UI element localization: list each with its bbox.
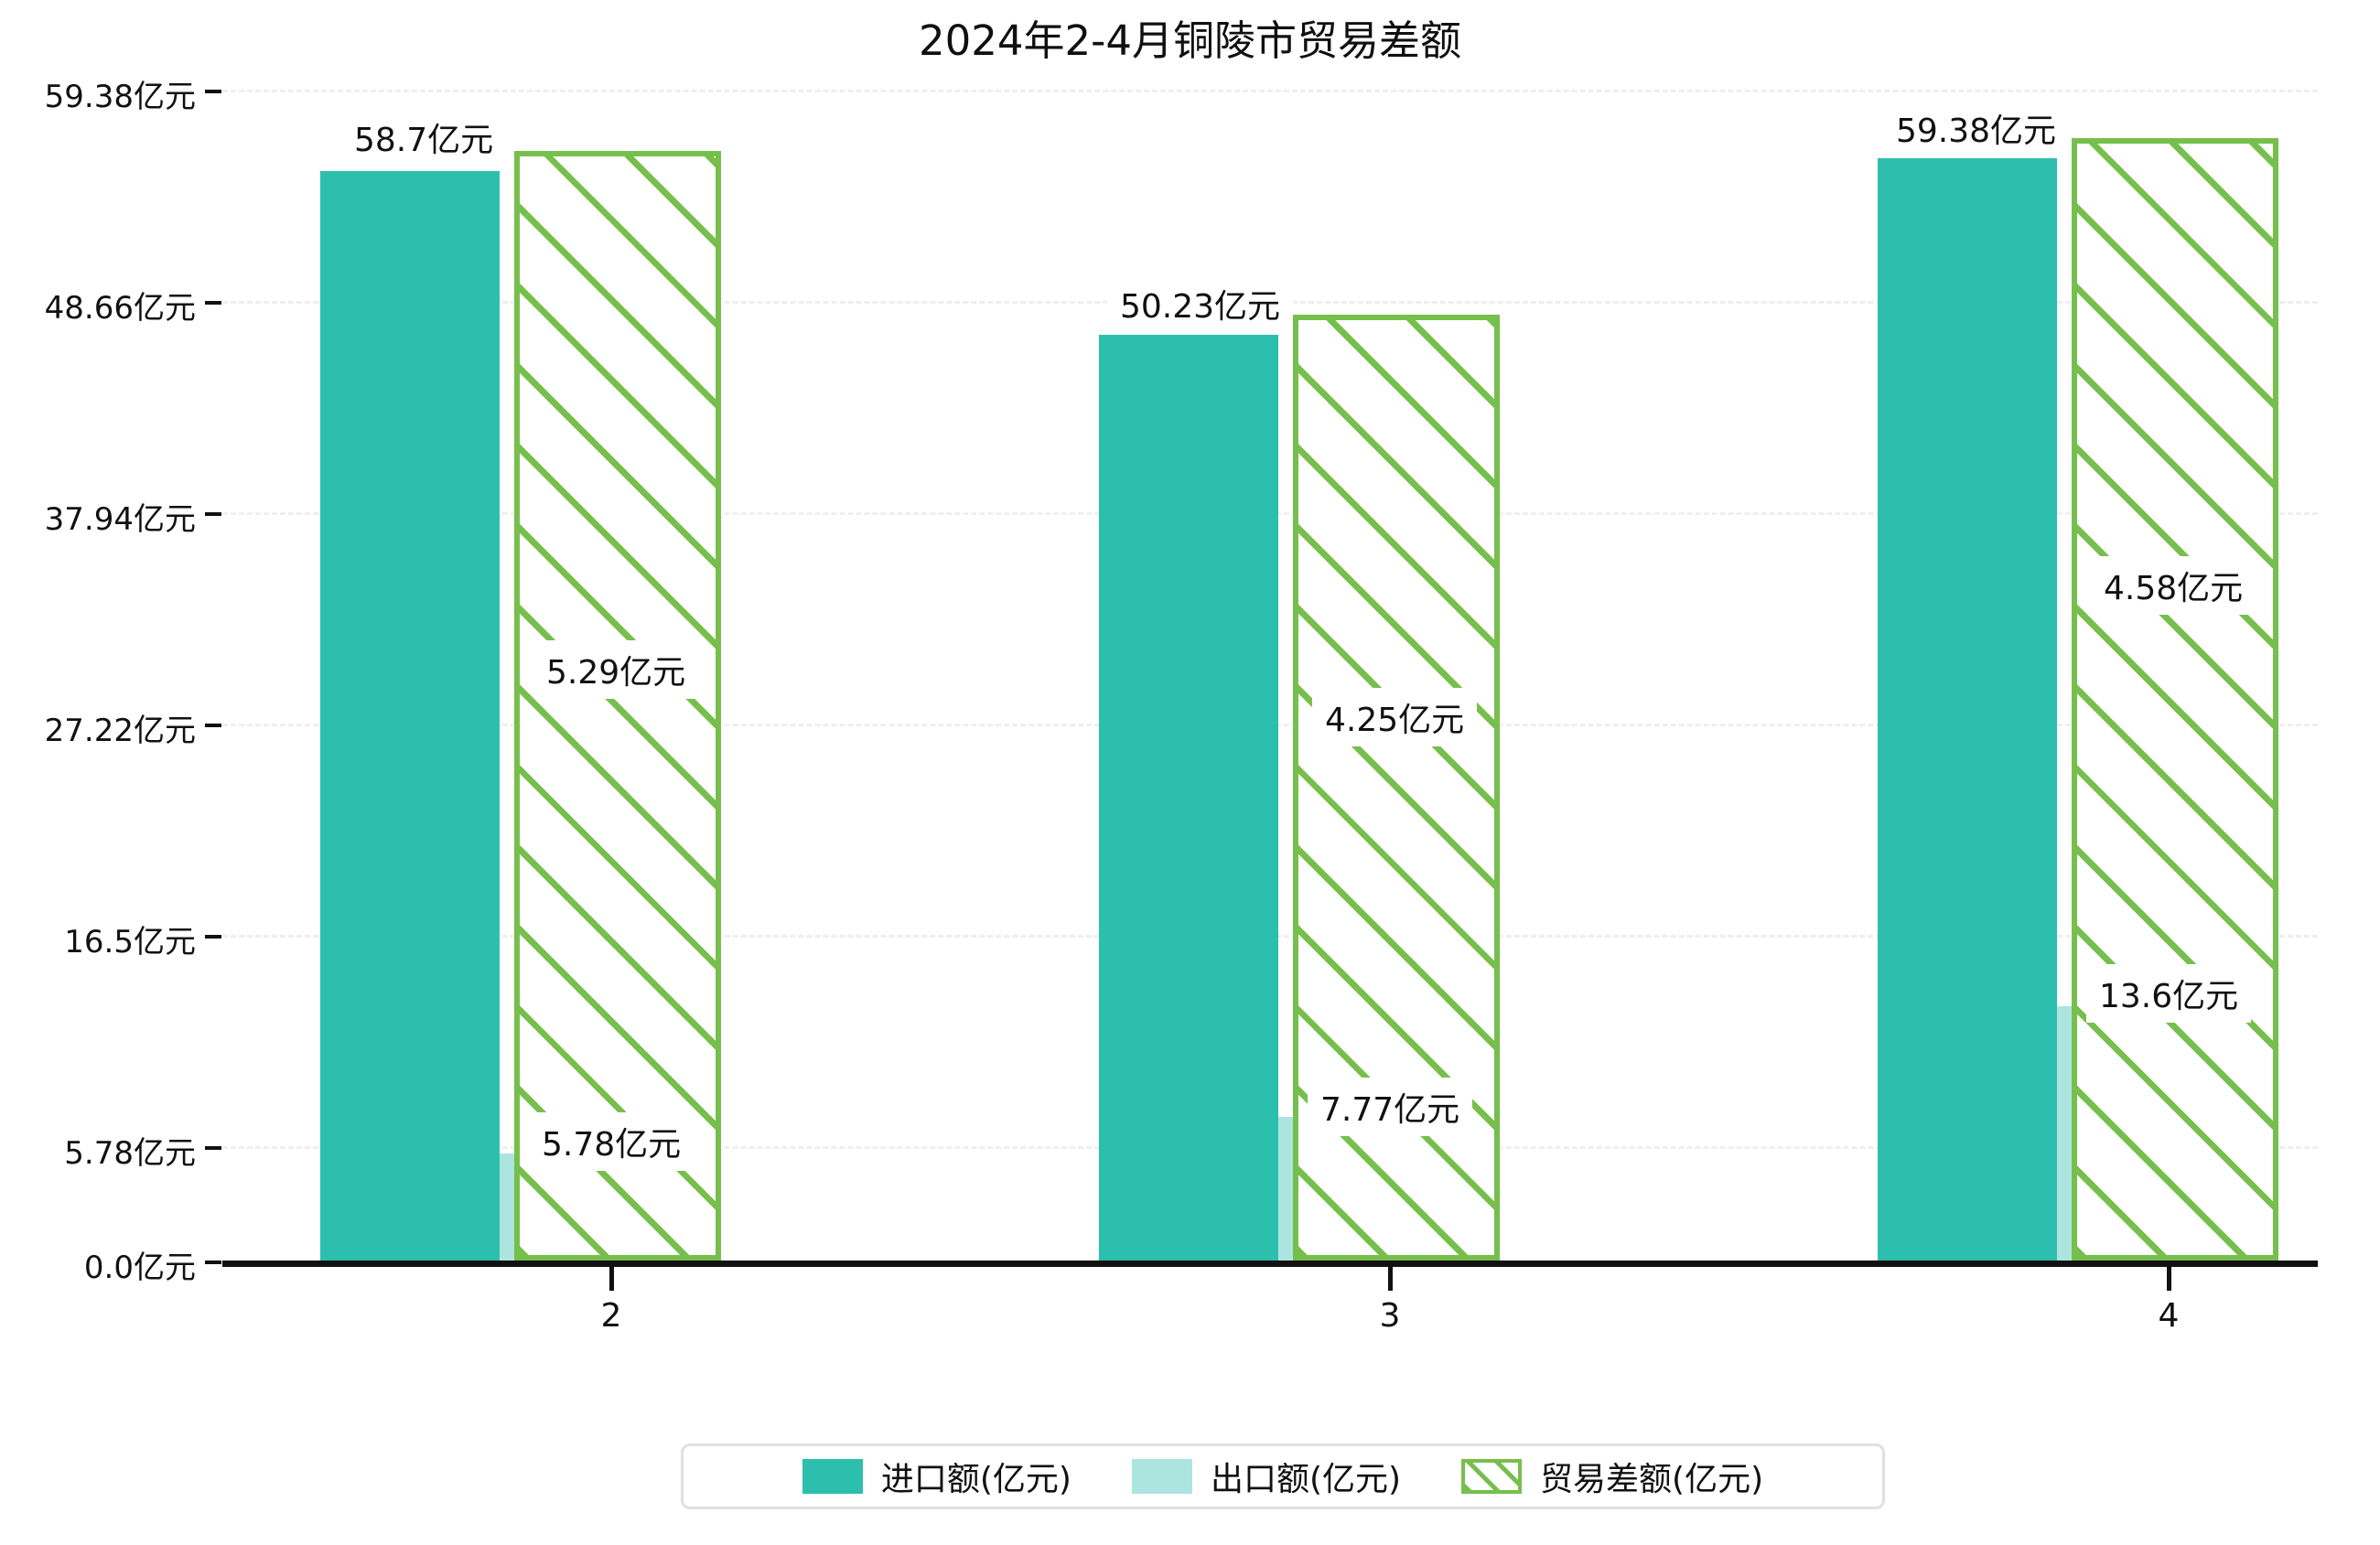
ytick-mark-6 <box>205 90 221 93</box>
bar-label-balance-2: 5.29亿元 <box>533 640 699 699</box>
bar-label-import-2: 58.7亿元 <box>341 108 507 166</box>
chart-title: 2024年2-4月铜陵市贸易差额 <box>918 16 1462 65</box>
xtick-label-2: 2 <box>600 1297 622 1335</box>
xtick-mark-3 <box>1388 1267 1393 1291</box>
ytick-label-1: 5.78亿元 <box>64 1135 196 1172</box>
legend-item-import[interactable]: 进口额(亿元) <box>802 1453 1072 1500</box>
legend-swatch-balance-icon <box>1461 1459 1523 1494</box>
ytick-label-5: 48.66亿元 <box>44 290 196 327</box>
gridline-59-38 <box>222 90 2318 92</box>
legend-label-export: 出口额(亿元) <box>1210 1461 1402 1498</box>
bar-label-import-3: 50.23亿元 <box>1107 274 1294 333</box>
legend-swatch-export-icon <box>1131 1459 1192 1494</box>
bar-balance-2[interactable] <box>514 151 721 1261</box>
x-axis-line <box>222 1261 2318 1267</box>
ytick-label-3: 27.22亿元 <box>44 713 196 749</box>
ytick-mark-3 <box>205 724 221 727</box>
legend-label-balance: 贸易差额(亿元) <box>1540 1461 1764 1498</box>
ytick-mark-0 <box>205 1261 221 1264</box>
bar-balance-4[interactable] <box>2072 138 2278 1261</box>
bar-import-4[interactable] <box>1878 158 2057 1261</box>
bar-import-3[interactable] <box>1099 335 1278 1261</box>
ytick-mark-2 <box>205 935 221 939</box>
legend-swatch-import-icon <box>802 1459 863 1494</box>
xtick-mark-2 <box>609 1267 614 1291</box>
chart-legend: 进口额(亿元) 出口额(亿元) 贸易差额(亿元) <box>681 1443 1885 1509</box>
ytick-mark-5 <box>205 301 221 305</box>
bar-label-balance-3: 4.25亿元 <box>1312 688 1478 746</box>
ytick-mark-1 <box>205 1146 221 1150</box>
bar-label-balance-4: 4.58亿元 <box>2091 556 2256 615</box>
ytick-mark-4 <box>205 512 221 516</box>
legend-item-balance[interactable]: 贸易差额(亿元) <box>1461 1453 1763 1500</box>
xtick-mark-4 <box>2167 1267 2171 1291</box>
ytick-label-2: 16.5亿元 <box>64 924 196 960</box>
bar-label-export-2: 5.78亿元 <box>529 1112 695 1171</box>
legend-label-import: 进口额(亿元) <box>880 1461 1072 1498</box>
legend-item-export[interactable]: 出口额(亿元) <box>1131 1453 1402 1500</box>
bar-import-2[interactable] <box>320 171 500 1261</box>
bar-label-export-3: 7.77亿元 <box>1308 1078 1473 1136</box>
ytick-label-4: 37.94亿元 <box>44 501 196 538</box>
xtick-label-3: 3 <box>1379 1297 1401 1335</box>
ytick-label-6: 59.38亿元 <box>44 79 196 115</box>
bar-label-export-4: 13.6亿元 <box>2086 964 2252 1023</box>
xtick-label-4: 4 <box>2158 1297 2180 1335</box>
bar-label-import-4: 59.38亿元 <box>1883 99 2070 157</box>
ytick-label-0: 0.0亿元 <box>83 1250 196 1286</box>
